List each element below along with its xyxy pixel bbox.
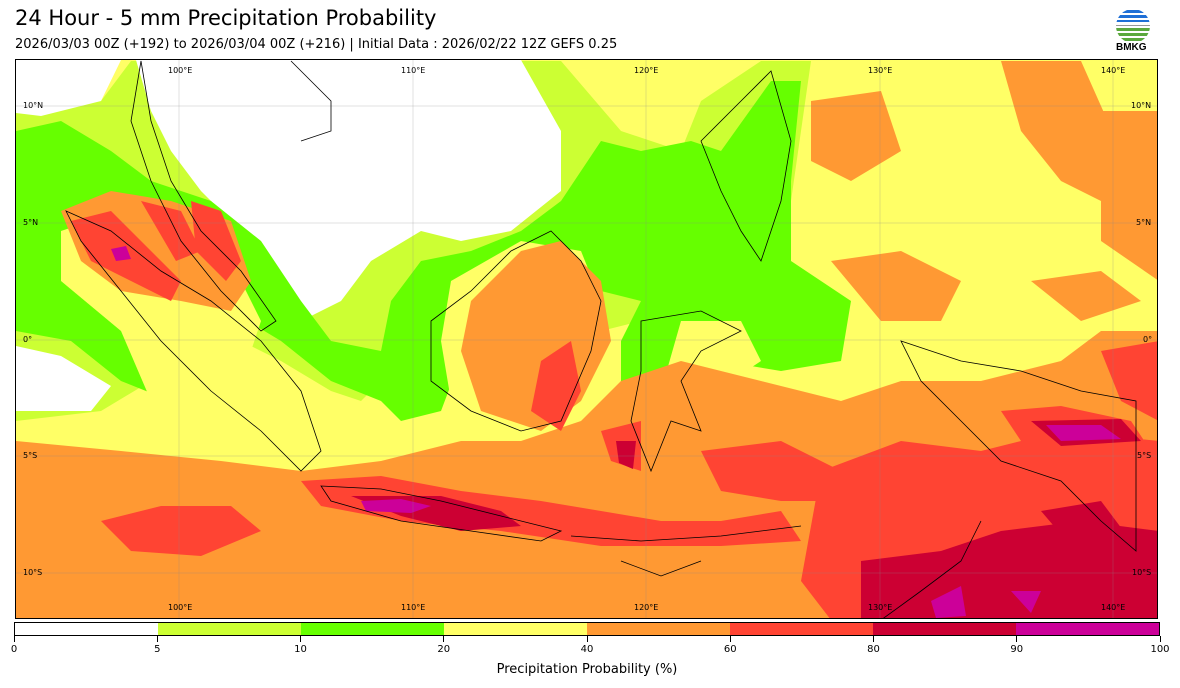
colorbar-tick-label: 80: [867, 644, 880, 655]
coast-australia: [883, 520, 982, 618]
chart-subtitle: 2026/03/03 00Z (+192) to 2026/03/04 00Z …: [15, 37, 618, 52]
coastlines: [65, 60, 1137, 618]
lat-label-right: 10°S: [1132, 568, 1152, 577]
colorbar-segment: [587, 623, 730, 635]
lon-label-bottom: 130°E: [868, 603, 893, 612]
colorbar-tick: [156, 636, 158, 642]
lat-label-right: 5°N: [1136, 218, 1152, 227]
colorbar-segment: [15, 623, 158, 635]
colorbar-tick: [586, 636, 588, 642]
coast-philippines: [700, 70, 792, 262]
colorbar-tick: [443, 636, 445, 642]
coast-nusa-tenggara: [570, 525, 802, 577]
lat-label-right: 5°S: [1137, 451, 1152, 460]
coast-malay-peninsula: [130, 60, 277, 332]
colorbar-segment: [444, 623, 587, 635]
colorbar-tick: [873, 636, 874, 642]
lon-label-top: 110°E: [401, 66, 426, 75]
lon-label-top: 140°E: [1101, 66, 1126, 75]
lon-label-top: 100°E: [168, 66, 193, 75]
colorbar-tick: [13, 636, 15, 642]
colorbar-tick-label: 90: [1010, 644, 1024, 655]
lat-label-right: 0°: [1143, 335, 1153, 344]
field-dark-red: [351, 419, 1157, 618]
graticule: [16, 60, 1157, 618]
lat-label-left: 5°S: [23, 451, 38, 460]
colorbar-tick: [729, 636, 731, 642]
coast-vietnam: [290, 60, 332, 142]
lon-label-bottom: 110°E: [401, 603, 426, 612]
colorbar-segment: [1016, 623, 1159, 635]
colorbar-segment: [730, 623, 873, 635]
colorbar-tick-label: 100: [1150, 644, 1170, 655]
precipitation-map: 100°E 110°E 120°E 130°E 140°E 100°E 110°…: [15, 59, 1158, 619]
colorbar-tick-label: 60: [723, 644, 737, 655]
colorbar-tick-label: 20: [437, 644, 451, 655]
chart-title: 24 Hour - 5 mm Precipitation Probability: [15, 6, 437, 30]
lon-label-bottom: 140°E: [1101, 603, 1126, 612]
colorbar-tick-label: 10: [294, 644, 307, 655]
colorbar-tick-label: 40: [580, 644, 594, 655]
lon-label-bottom: 100°E: [168, 603, 193, 612]
coast-java: [320, 485, 563, 542]
lat-label-left: 10°N: [23, 101, 44, 110]
coast-sulawesi: [630, 310, 742, 473]
field-red: [71, 201, 1157, 618]
colorbar-tick-label: 0: [10, 644, 18, 655]
colorbar: [14, 622, 1160, 636]
lat-label-right: 10°N: [1131, 101, 1152, 110]
coast-borneo: [430, 230, 602, 432]
colorbar-tick-label: 5: [154, 644, 161, 655]
coast-sumatra: [65, 210, 322, 472]
colorbar-tick: [300, 636, 301, 642]
colorbar-segment: [873, 623, 1016, 635]
colorbar-label: Precipitation Probability (%): [496, 662, 678, 677]
lat-label-left: 0°: [23, 335, 33, 344]
lon-label-bottom: 120°E: [634, 603, 659, 612]
lat-label-left: 5°N: [23, 218, 39, 227]
bmkg-logo: [1116, 9, 1150, 41]
coast-new-guinea: [900, 340, 1137, 552]
colorbar-tick: [1016, 636, 1018, 642]
colorbar-tick: [1159, 636, 1161, 642]
lon-label-top: 130°E: [868, 66, 893, 75]
field-white: [16, 60, 561, 411]
lat-label-left: 10°S: [23, 568, 43, 577]
probability-field: [16, 60, 1157, 618]
colorbar-segment: [301, 623, 444, 635]
colorbar-segment: [158, 623, 301, 635]
lon-label-top: 120°E: [634, 66, 659, 75]
logo-text: BMKG: [1116, 42, 1147, 53]
